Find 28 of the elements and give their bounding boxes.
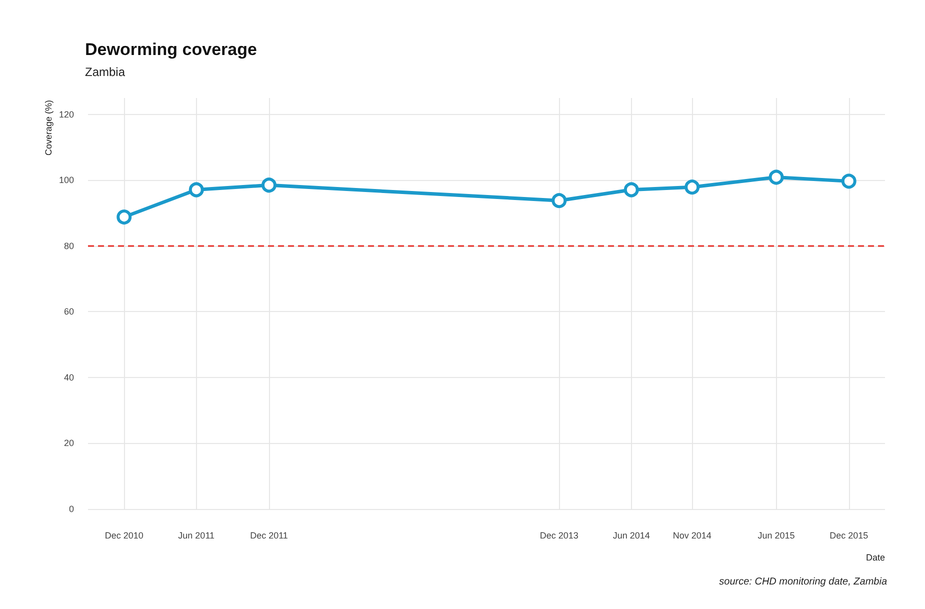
- x-tick-label: Jun 2015: [758, 530, 795, 540]
- x-tick-label: Dec 2010: [104, 530, 144, 540]
- point: [552, 193, 567, 208]
- x-tick-label: Nov 2014: [672, 530, 712, 540]
- point: [768, 170, 784, 185]
- y-tick-label: 100: [58, 175, 74, 186]
- chart-title: Deworming coverage: [85, 40, 257, 59]
- y-tick-label: 120: [58, 109, 74, 120]
- x-tick-label: Dec 2013: [540, 530, 578, 540]
- x-tick-label: Jun 2011: [178, 530, 215, 540]
- y-tick-label: 20: [64, 438, 74, 448]
- point: [116, 210, 132, 225]
- x-tick-label: Jun 2014: [612, 530, 650, 540]
- x-axis-title: Date: [866, 552, 885, 562]
- y-tick-label: 40: [64, 372, 74, 382]
- point: [684, 180, 700, 195]
- point: [262, 178, 276, 193]
- x-tick-label: Dec 2015: [830, 530, 868, 540]
- chart-subtitle: Zambia: [85, 65, 126, 79]
- point: [841, 174, 856, 189]
- x-tick-label: Dec 2011: [250, 530, 288, 540]
- point: [188, 182, 204, 198]
- y-axis-title: Coverage (%): [44, 100, 54, 156]
- y-tick-label: 80: [64, 240, 74, 251]
- source-note: source: CHD monitoring date, Zambia: [719, 576, 888, 588]
- y-tick-label: 60: [64, 306, 74, 317]
- point: [624, 182, 639, 198]
- y-tick-label: 0: [68, 504, 74, 514]
